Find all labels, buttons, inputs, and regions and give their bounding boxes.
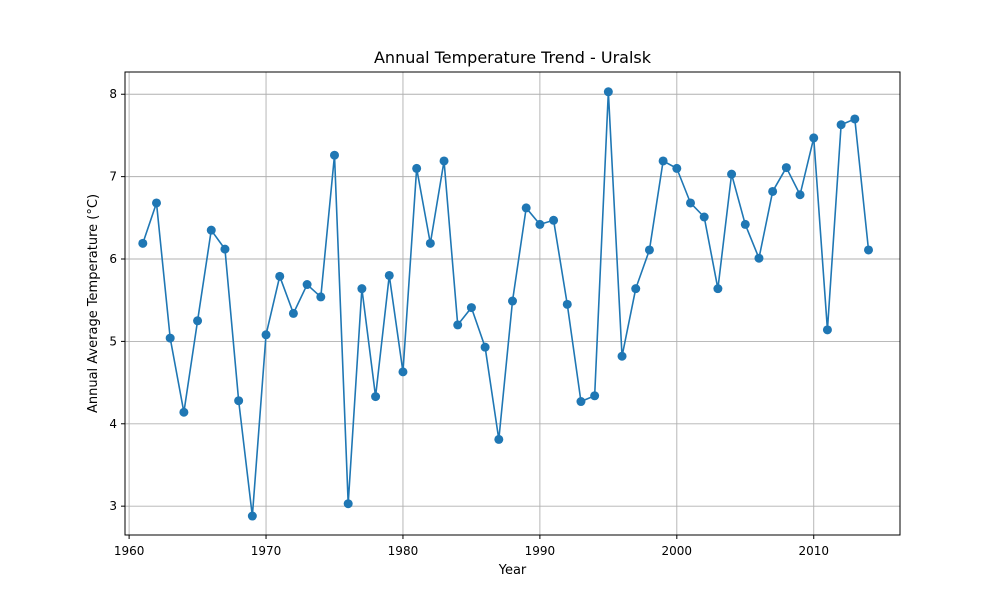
chart-title: Annual Temperature Trend - Uralsk — [374, 48, 652, 67]
y-tick-label: 8 — [109, 87, 117, 101]
data-point — [384, 270, 394, 280]
data-point — [288, 308, 298, 318]
data-point — [686, 198, 696, 208]
y-tick-label: 4 — [109, 417, 117, 431]
data-point — [672, 163, 682, 173]
data-point — [480, 342, 490, 352]
data-point — [850, 114, 860, 124]
x-tick-label: 1960 — [114, 544, 145, 558]
data-point — [699, 212, 709, 222]
x-tick-label: 1980 — [388, 544, 419, 558]
data-point — [151, 198, 161, 208]
data-point — [768, 186, 778, 196]
data-point — [603, 87, 613, 97]
data-point — [617, 351, 627, 361]
y-tick-label: 3 — [109, 499, 117, 513]
data-point — [179, 407, 189, 417]
x-tick-label: 1990 — [525, 544, 556, 558]
data-point — [781, 163, 791, 173]
data-point — [494, 434, 504, 444]
data-point — [795, 190, 805, 200]
y-tick-label: 5 — [109, 334, 117, 348]
data-point — [535, 219, 545, 229]
data-point — [261, 330, 271, 340]
series-line — [142, 90, 870, 517]
data-point — [631, 284, 641, 294]
data-point — [425, 238, 435, 248]
data-point — [316, 292, 326, 302]
data-point — [727, 169, 737, 179]
series-temperature — [138, 87, 874, 521]
data-point — [453, 320, 463, 330]
x-tick-label: 2010 — [798, 544, 829, 558]
data-point — [549, 215, 559, 225]
data-point — [713, 284, 723, 294]
data-point — [371, 392, 381, 402]
data-point — [521, 203, 531, 213]
data-point — [754, 253, 764, 263]
data-point — [439, 156, 449, 166]
data-point — [165, 333, 175, 343]
x-axis-label: Year — [498, 563, 527, 578]
data-point — [357, 284, 367, 294]
data-point — [809, 133, 819, 143]
y-axis-label: Annual Average Temperature (°C) — [86, 194, 101, 413]
axis-ticks: 1960 1970 1980 1990 2000 2010 3 4 5 6 7 8 — [109, 87, 829, 558]
data-point — [562, 299, 572, 309]
data-point — [343, 499, 353, 509]
data-point — [508, 296, 517, 306]
plot-frame — [124, 71, 901, 536]
data-point — [836, 120, 846, 130]
data-point — [644, 245, 654, 255]
data-point — [590, 391, 600, 401]
data-point — [193, 316, 203, 326]
data-point — [220, 244, 230, 254]
x-tick-label: 2000 — [662, 544, 693, 558]
y-tick-label: 7 — [109, 170, 117, 184]
data-point — [302, 280, 312, 290]
data-point — [658, 156, 668, 166]
data-point — [206, 225, 216, 235]
x-tick-label: 1970 — [251, 544, 282, 558]
y-tick-label: 6 — [109, 252, 117, 266]
data-point — [275, 271, 285, 281]
data-point — [576, 397, 586, 407]
grid — [125, 72, 900, 535]
data-point — [740, 219, 750, 229]
data-point — [329, 150, 339, 160]
data-point — [247, 511, 257, 521]
data-point — [864, 245, 874, 255]
data-point — [822, 325, 832, 335]
data-point — [234, 396, 244, 406]
data-point — [138, 238, 148, 248]
data-point — [398, 367, 408, 377]
data-point — [412, 163, 422, 173]
data-point — [466, 303, 476, 313]
